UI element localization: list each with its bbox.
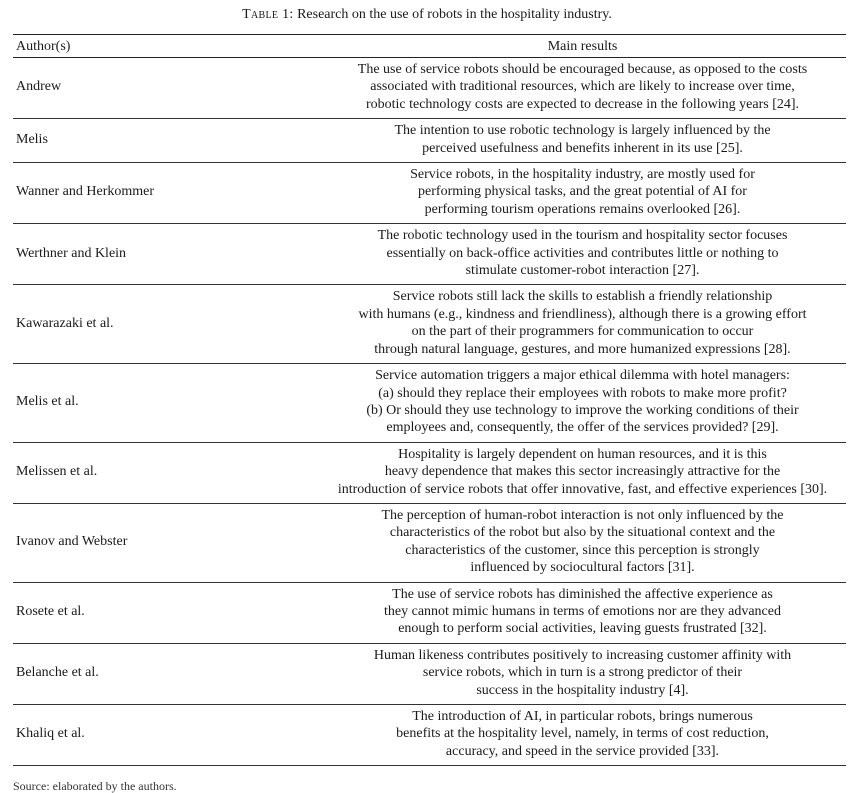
- main-results-cell: The perception of human-robot interactio…: [319, 503, 846, 582]
- table-body: Andrew The use of service robots should b…: [13, 58, 846, 766]
- table-footnote: Source: elaborated by the authors.: [13, 779, 177, 793]
- author-cell: Kawarazaki et al.: [16, 315, 114, 331]
- main-results-cell: The use of service robots should be enco…: [319, 58, 846, 119]
- result-line: characteristics of the robot but also by…: [389, 525, 776, 541]
- table-caption-text: Research on the use of robots in the hos…: [297, 7, 612, 22]
- author-cell: Ivanov and Webster: [16, 534, 128, 550]
- main-results-cell: Human likeness contributes positively to…: [319, 643, 846, 704]
- main-results-cell: The introduction of AI, in particular ro…: [319, 705, 846, 766]
- main-results-cell: Service automation triggers a major ethi…: [319, 364, 846, 443]
- table-caption: Table 1: Research on the use of robots i…: [0, 6, 854, 24]
- result-line: (b) Or should they use technology to imp…: [366, 402, 799, 418]
- result-line: heavy dependence that makes this sector …: [384, 464, 781, 480]
- research-table: Author(s) Main results Andrew The use of …: [13, 34, 846, 766]
- result-line: enough to perform social activities, lea…: [398, 621, 767, 637]
- result-line: Service robots, in the hospitality indus…: [410, 167, 755, 183]
- result-line: The robotic technology used in the touri…: [377, 228, 788, 244]
- result-line: The use of service robots has diminished…: [392, 586, 773, 602]
- main-results-cell: Service robots still lack the skills to …: [319, 285, 846, 364]
- main-results-cell: The intention to use robotic technology …: [319, 119, 846, 163]
- result-line: perceived usefulness and benefits inhere…: [422, 140, 743, 156]
- table-row: Kawarazaki et al. Service robots still la…: [13, 285, 846, 364]
- result-line: performing physical tasks, and the great…: [418, 184, 747, 200]
- result-line: introduction of service robots that offe…: [337, 481, 828, 497]
- result-line: they cannot mimic humans in terms of emo…: [384, 603, 781, 619]
- result-line: The use of service robots should be enco…: [357, 62, 808, 77]
- main-results-cell: The use of service robots has diminished…: [319, 582, 846, 643]
- result-line: stimulate customer-robot interaction [27…: [465, 263, 700, 279]
- result-line: Service robots still lack the skills to …: [392, 289, 773, 305]
- main-results-cell: The robotic technology used in the touri…: [319, 224, 846, 285]
- result-line: benefits at the hospitality level, namel…: [396, 726, 769, 742]
- result-line: performing tourism operations remains ov…: [424, 201, 741, 217]
- author-cell: Melis et al.: [16, 394, 79, 410]
- result-line: Service automation triggers a major ethi…: [375, 368, 790, 384]
- result-line: essentially on back-office activities an…: [386, 245, 779, 261]
- result-line: employees and, consequently, the offer o…: [386, 420, 779, 436]
- table-row: Khaliq et al. The introduction of AI, in …: [13, 705, 846, 766]
- result-line: with humans (e.g., kindness and friendli…: [358, 306, 807, 322]
- table-row: Rosete et al. The use of service robots h…: [13, 582, 846, 644]
- main-results-cell: Hospitality is largely dependent on huma…: [319, 442, 846, 503]
- author-cell: Melissen et al.: [16, 464, 98, 480]
- table-row: Wanner and Herkommer Service robots, in t…: [13, 163, 846, 224]
- author-cell: Rosete et al.: [16, 603, 85, 619]
- main-results-cell: Service robots, in the hospitality indus…: [319, 163, 846, 224]
- table-header-row: Author(s) Main results: [13, 34, 846, 58]
- table-row: Melis The intention to use robotic techno…: [13, 119, 846, 163]
- table-row: Ivanov and Webster The perception of huma…: [13, 503, 846, 583]
- result-line: (a) should they replace their employees …: [378, 385, 787, 401]
- author-cell: Belanche et al.: [16, 665, 99, 681]
- result-line: Hospitality is largely dependent on huma…: [398, 446, 767, 462]
- author-cell: Werthner and Klein: [16, 245, 127, 261]
- table-row: Andrew The use of service robots should b…: [13, 58, 846, 119]
- result-line: Human likeness contributes positively to…: [373, 647, 792, 663]
- header-author: Author(s): [16, 38, 71, 54]
- table-row: Melis et al. Service automation triggers …: [13, 364, 846, 443]
- result-line: success in the hospitality industry [4].: [476, 682, 689, 698]
- table-row: Melissen et al. Hospitality is largely de…: [13, 442, 846, 504]
- table-row: Werthner and Klein The robotic technology…: [13, 224, 846, 285]
- table-row: Belanche et al. Human likeness contribute…: [13, 643, 846, 705]
- result-line: service robots, which in turn is a stron…: [422, 665, 743, 681]
- author-cell: Wanner and Herkommer: [16, 184, 155, 200]
- table-caption-label: Table 1:: [242, 7, 294, 22]
- result-line: associated with traditional resources, w…: [370, 79, 795, 95]
- result-line: influenced by sociocultural factors [31]…: [470, 560, 695, 576]
- result-line: accuracy, and speed in the service provi…: [445, 743, 720, 759]
- result-line: on the part of their programmers for com…: [411, 324, 754, 340]
- result-line: The perception of human-robot interactio…: [381, 507, 784, 523]
- author-cell: Khaliq et al.: [16, 726, 85, 742]
- result-line: The intention to use robotic technology …: [394, 123, 771, 139]
- result-line: through natural language, gestures, and …: [374, 341, 791, 357]
- author-cell: Melis: [16, 131, 48, 147]
- header-main-results: Main results: [547, 38, 618, 54]
- result-line: robotic technology costs are expected to…: [365, 96, 800, 112]
- result-line: characteristics of the customer, since t…: [405, 542, 760, 558]
- result-line: The introduction of AI, in particular ro…: [412, 709, 753, 724]
- author-cell: Andrew: [16, 79, 62, 95]
